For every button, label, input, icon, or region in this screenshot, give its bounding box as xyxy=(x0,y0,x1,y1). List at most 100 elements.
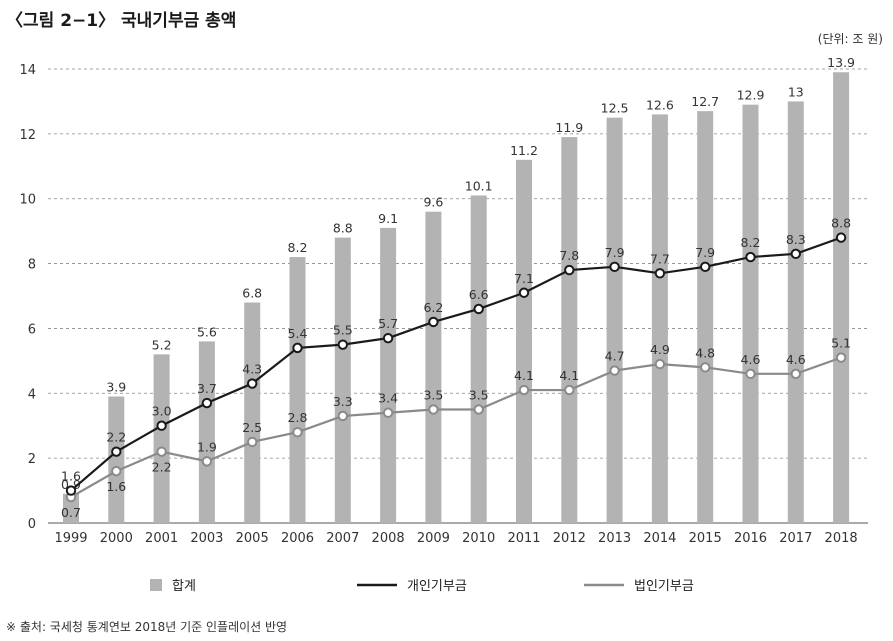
bar-value-label: 10.1 xyxy=(465,178,493,193)
bar-value-label: 0.9 xyxy=(61,477,81,492)
corporate-point xyxy=(382,407,394,418)
corporate-point xyxy=(247,436,258,448)
x-tick-label: 2001 xyxy=(145,531,178,546)
corporate-value-label: 0.7 xyxy=(61,505,81,520)
y-tick-label: 2 xyxy=(28,452,36,467)
personal-point xyxy=(700,261,711,273)
personal-point xyxy=(654,268,666,279)
corporate-value-label: 1.9 xyxy=(197,439,217,454)
legend-label-total: 합계 xyxy=(172,579,196,594)
corporate-point xyxy=(654,358,666,370)
bar-value-label: 9.6 xyxy=(423,195,443,210)
personal-value-label: 6.2 xyxy=(423,300,443,315)
chart-title: 〈그림 2−1〉 국내기부금 총액 xyxy=(6,11,237,31)
bar-total xyxy=(334,237,351,523)
bar-total xyxy=(425,211,442,523)
corporate-point xyxy=(428,404,439,415)
personal-value-label: 2.2 xyxy=(106,430,126,445)
y-tick-label: 4 xyxy=(28,387,36,402)
x-tick-label: 2017 xyxy=(779,531,812,546)
corporate-value-label: 4.1 xyxy=(514,368,534,383)
personal-value-label: 5.7 xyxy=(378,316,398,331)
bar-total xyxy=(787,101,804,523)
corporate-value-label: 4.8 xyxy=(695,345,715,360)
personal-point xyxy=(382,332,394,344)
personal-value-label: 5.5 xyxy=(333,323,353,338)
personal-point xyxy=(564,264,575,276)
legend-swatch-total xyxy=(150,579,162,591)
x-tick-label: 2015 xyxy=(689,531,722,546)
corporate-value-label: 4.6 xyxy=(786,352,806,367)
source-note: ※ 출처: 국세청 통계연보 2018년 기준 인플레이션 반영 xyxy=(6,620,288,634)
bar-value-label: 11.2 xyxy=(510,143,538,158)
personal-value-label: 7.7 xyxy=(650,251,670,266)
bar-total xyxy=(470,195,487,523)
corporate-point xyxy=(790,368,801,380)
bar-value-label: 8.8 xyxy=(333,221,353,236)
personal-line xyxy=(70,236,842,492)
personal-value-label: 8.8 xyxy=(831,216,851,231)
x-tick-label: 2014 xyxy=(643,531,676,546)
corporate-point xyxy=(835,352,847,363)
personal-point xyxy=(201,397,213,409)
bar-value-label: 13 xyxy=(788,84,804,99)
x-tick-label: 2010 xyxy=(462,531,495,546)
bar-value-label: 12.5 xyxy=(601,101,629,116)
x-tick-label: 2009 xyxy=(417,531,450,546)
bar-total xyxy=(651,114,668,524)
personal-value-label: 3.7 xyxy=(197,381,217,396)
bar-total xyxy=(742,104,759,524)
personal-value-label: 7.8 xyxy=(559,248,579,263)
personal-value-label: 8.2 xyxy=(741,235,761,250)
corporate-line xyxy=(70,356,842,499)
personal-point xyxy=(292,342,303,354)
personal-value-label: 5.4 xyxy=(288,326,308,341)
bar-value-label: 12.6 xyxy=(646,97,674,112)
y-tick-label: 12 xyxy=(19,128,36,143)
personal-point xyxy=(473,303,484,315)
personal-value-label: 4.3 xyxy=(242,362,262,377)
corporate-point xyxy=(745,368,756,380)
x-tick-label: 2007 xyxy=(326,531,359,546)
corporate-point xyxy=(473,404,484,415)
personal-value-label: 7.9 xyxy=(605,245,625,260)
corporate-value-label: 4.7 xyxy=(605,349,625,364)
personal-value-label: 7.1 xyxy=(514,271,534,286)
personal-point xyxy=(65,485,77,496)
corporate-value-label: 3.5 xyxy=(423,388,443,403)
unit-label: (단위: 조 원) xyxy=(817,32,883,46)
y-tick-label: 14 xyxy=(19,63,36,78)
personal-point xyxy=(745,251,756,263)
bar-value-label: 3.9 xyxy=(106,380,126,395)
corporate-value-label: 2.5 xyxy=(242,420,262,435)
bar-total xyxy=(516,159,532,524)
personal-value-label: 3.0 xyxy=(152,404,172,419)
personal-value-label: 1.6 xyxy=(61,469,81,484)
personal-point xyxy=(609,261,620,273)
corporate-value-label: 2.8 xyxy=(288,410,308,425)
corporate-value-label: 3.5 xyxy=(469,388,489,403)
corporate-point xyxy=(564,384,575,396)
x-tick-label: 2011 xyxy=(507,531,540,546)
x-tick-label: 1999 xyxy=(54,531,87,546)
bar-total xyxy=(380,227,397,523)
corporate-point xyxy=(201,456,213,467)
bar-value-label: 5.6 xyxy=(197,324,217,339)
x-tick-label: 2003 xyxy=(190,531,223,546)
personal-value-label: 8.3 xyxy=(786,232,806,247)
corporate-point xyxy=(111,465,122,477)
bar-value-label: 11.9 xyxy=(555,120,583,135)
corporate-point xyxy=(337,410,348,422)
bar-value-label: 5.2 xyxy=(152,337,172,352)
x-tick-label: 2012 xyxy=(553,531,586,546)
bar-total xyxy=(606,117,623,524)
bar-value-label: 13.9 xyxy=(827,55,855,70)
bar-total xyxy=(63,493,79,523)
bar-total xyxy=(108,396,125,523)
bar-total xyxy=(833,72,850,523)
personal-value-label: 6.6 xyxy=(469,287,489,302)
personal-point xyxy=(111,446,122,457)
corporate-value-label: 4.1 xyxy=(559,368,579,383)
bar-total xyxy=(153,354,170,523)
x-tick-label: 2008 xyxy=(372,531,405,546)
